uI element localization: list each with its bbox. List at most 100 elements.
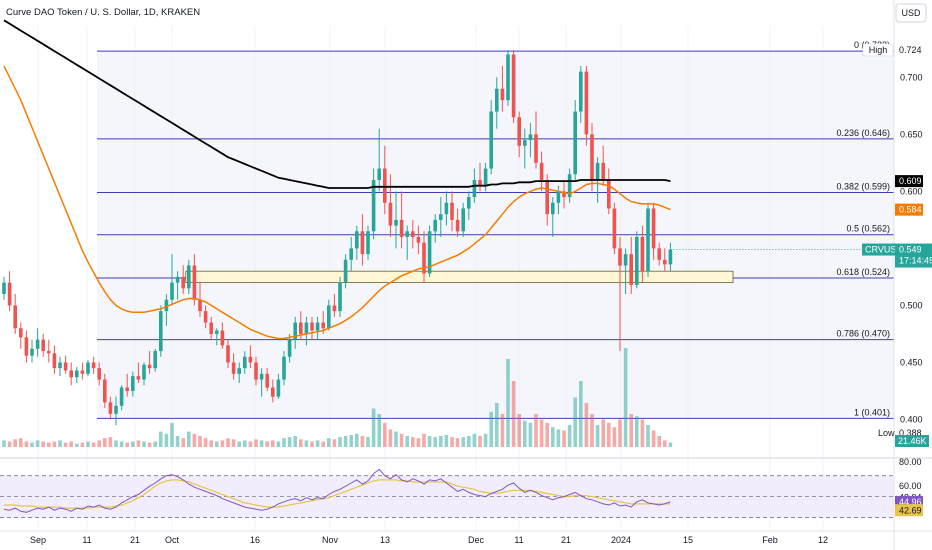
candle[interactable]	[663, 248, 667, 272]
candle[interactable]	[500, 65, 505, 112]
candle[interactable]	[103, 373, 107, 409]
candle[interactable]	[612, 202, 617, 255]
candle[interactable]	[427, 225, 432, 277]
candle[interactable]	[131, 371, 135, 397]
candle[interactable]	[439, 197, 443, 237]
candle[interactable]	[461, 202, 465, 237]
candle[interactable]	[147, 351, 152, 374]
candle[interactable]	[215, 328, 219, 346]
candle[interactable]	[467, 191, 471, 220]
candle[interactable]	[411, 219, 415, 249]
candle[interactable]	[315, 316, 320, 340]
candle[interactable]	[153, 348, 157, 372]
candle[interactable]	[584, 65, 589, 146]
candle[interactable]	[567, 168, 572, 203]
candle[interactable]	[136, 362, 141, 383]
candle[interactable]	[69, 362, 73, 386]
support-zone[interactable]	[185, 270, 734, 284]
candle[interactable]	[265, 368, 269, 391]
candle[interactable]	[601, 145, 605, 186]
candle[interactable]	[304, 316, 309, 346]
candle[interactable]	[338, 276, 342, 317]
candle[interactable]	[416, 225, 421, 255]
candle[interactable]	[450, 191, 454, 232]
candle[interactable]	[237, 362, 241, 383]
candle[interactable]	[349, 237, 353, 272]
candle[interactable]	[327, 299, 331, 331]
candle[interactable]	[108, 396, 113, 420]
candle[interactable]	[220, 322, 225, 349]
candle[interactable]	[248, 345, 253, 369]
candle[interactable]	[534, 111, 538, 169]
candle[interactable]	[63, 355, 68, 374]
candle[interactable]	[399, 191, 404, 249]
candle[interactable]	[24, 330, 29, 363]
candle[interactable]	[52, 345, 57, 374]
candle[interactable]	[495, 77, 499, 129]
candle[interactable]	[259, 368, 264, 397]
candle[interactable]	[41, 333, 45, 357]
candle[interactable]	[142, 362, 146, 386]
candle[interactable]	[192, 254, 197, 306]
candle[interactable]	[175, 271, 180, 300]
candle[interactable]	[506, 49, 510, 106]
candle[interactable]	[539, 151, 544, 192]
candle[interactable]	[523, 128, 527, 169]
candle[interactable]	[91, 356, 96, 374]
candle[interactable]	[483, 162, 488, 192]
candle[interactable]	[47, 339, 51, 363]
candle[interactable]	[383, 145, 387, 215]
candle[interactable]	[455, 208, 460, 237]
candle[interactable]	[360, 214, 365, 266]
candle[interactable]	[433, 214, 437, 243]
candle[interactable]	[573, 100, 577, 180]
candle[interactable]	[651, 202, 656, 260]
candle[interactable]	[58, 356, 62, 377]
candle[interactable]	[668, 242, 673, 272]
candles[interactable]	[2, 49, 673, 426]
candle[interactable]	[181, 265, 185, 295]
candle[interactable]	[607, 168, 611, 215]
candle[interactable]	[371, 168, 376, 240]
candle[interactable]	[159, 305, 163, 357]
candle[interactable]	[545, 174, 549, 226]
candle[interactable]	[366, 225, 370, 260]
candle[interactable]	[203, 305, 208, 329]
candle[interactable]	[355, 225, 359, 260]
candle[interactable]	[310, 316, 314, 340]
candle[interactable]	[86, 360, 90, 377]
candle[interactable]	[287, 333, 292, 363]
candle[interactable]	[629, 237, 633, 295]
candle[interactable]	[489, 100, 493, 175]
candle[interactable]	[276, 373, 281, 399]
candle[interactable]	[405, 225, 409, 260]
candle[interactable]	[332, 294, 337, 317]
candle[interactable]	[80, 362, 85, 380]
candle[interactable]	[97, 362, 101, 386]
candle[interactable]	[13, 294, 17, 334]
candle[interactable]	[562, 179, 566, 209]
candle[interactable]	[170, 254, 174, 306]
support-zone-rect[interactable]	[185, 270, 734, 284]
candle[interactable]	[511, 49, 516, 123]
candle[interactable]	[343, 254, 348, 289]
candle[interactable]	[231, 353, 236, 380]
candle[interactable]	[125, 373, 129, 397]
rsi-pane[interactable]	[0, 468, 894, 518]
candle[interactable]	[551, 197, 555, 237]
candle[interactable]	[2, 276, 6, 300]
candle[interactable]	[618, 237, 622, 352]
candle[interactable]	[119, 385, 124, 411]
candle[interactable]	[7, 271, 12, 312]
candle[interactable]	[209, 316, 213, 340]
candle[interactable]	[282, 351, 286, 386]
candle[interactable]	[114, 396, 118, 426]
candle[interactable]	[377, 128, 381, 192]
candle[interactable]	[657, 242, 661, 266]
candle[interactable]	[623, 248, 628, 295]
candle[interactable]	[528, 122, 533, 158]
candle[interactable]	[640, 225, 645, 283]
candle[interactable]	[517, 111, 521, 158]
candle[interactable]	[30, 339, 34, 363]
